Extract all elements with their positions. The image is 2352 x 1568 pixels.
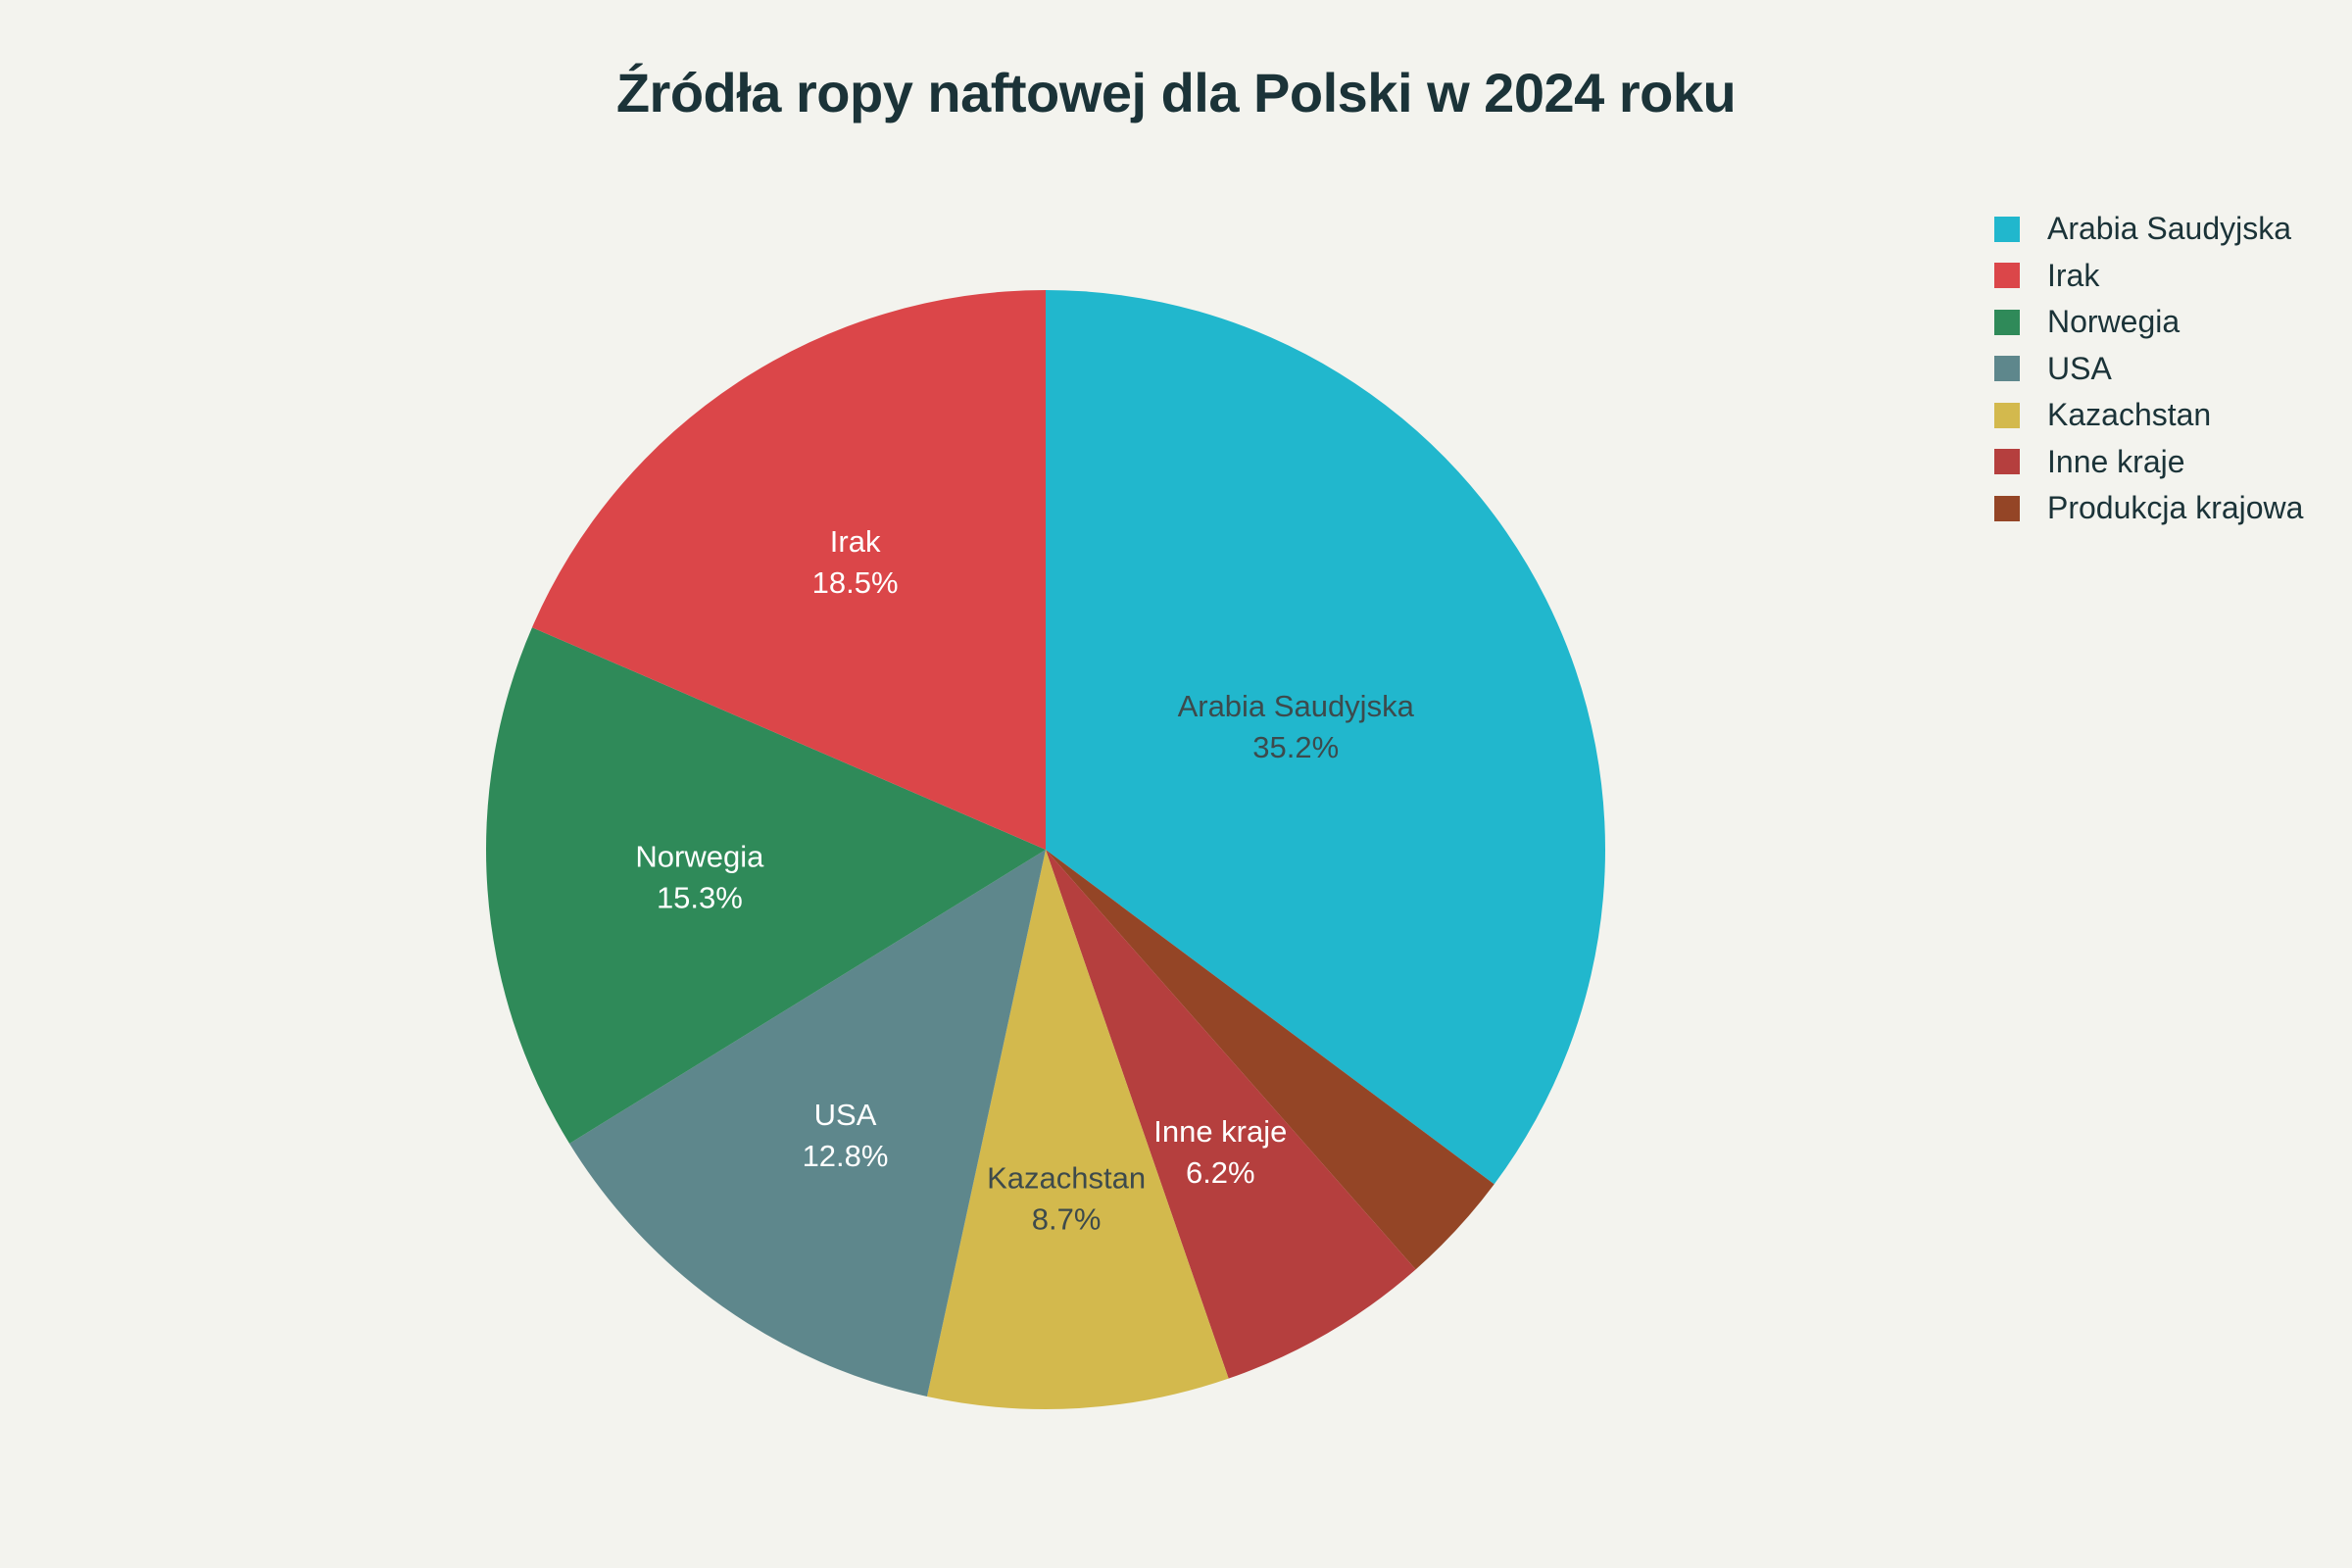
slice-label-inne-kraje: Inne kraje [1153, 1114, 1287, 1149]
legend-item-arabia-saudyjska[interactable]: Arabia Saudyjska [1994, 206, 2303, 253]
slice-label-kazachstan: Kazachstan [987, 1160, 1146, 1195]
legend-label: Norwegia [2047, 304, 2180, 340]
slice-label-arabia-saudyjska: Arabia Saudyjska [1178, 689, 1415, 723]
slice-value-arabia-saudyjska: 35.2% [1252, 730, 1339, 764]
legend-swatch [1994, 402, 2020, 428]
legend-swatch [1994, 263, 2020, 289]
legend-item-usa[interactable]: USA [1994, 346, 2303, 393]
slice-label-irak: Irak [830, 524, 881, 559]
slice-value-norwegia: 15.3% [657, 881, 743, 915]
legend-item-norwegia[interactable]: Norwegia [1994, 299, 2303, 346]
legend-label: USA [2047, 350, 2112, 386]
legend-swatch [1994, 495, 2020, 521]
pie-slice-norwegia[interactable] [485, 627, 1046, 1144]
slice-value-inne-kraje: 6.2% [1186, 1155, 1255, 1190]
legend: Arabia Saudyjska Irak Norwegia USA Kazachsta… [1994, 206, 2303, 532]
slice-value-irak: 18.5% [812, 565, 899, 600]
legend-label: Irak [2047, 257, 2100, 293]
legend-swatch [1994, 216, 2020, 242]
slice-value-kazachstan: 8.7% [1032, 1201, 1102, 1236]
pie-slice-usa[interactable] [569, 850, 1046, 1397]
pie-slice-kazachstan[interactable] [926, 850, 1229, 1409]
pie-slice-irak[interactable] [531, 289, 1046, 850]
chart-title: Źródła ropy naftowej dla Polski w 2024 r… [615, 62, 1737, 123]
pie-slice-arabia-saudyjska[interactable] [1046, 290, 1605, 1185]
legend-item-kazachstan[interactable]: Kazachstan [1994, 392, 2303, 439]
legend-swatch [1994, 449, 2020, 475]
legend-item-inne-kraje[interactable]: Inne kraje [1994, 439, 2303, 486]
legend-label: Kazachstan [2047, 397, 2212, 433]
legend-item-produkcja-krajowa[interactable]: Produkcja krajowa [1994, 485, 2303, 532]
legend-swatch [1994, 356, 2020, 382]
legend-swatch [1994, 309, 2020, 335]
pie-slice-produkcja-krajowa[interactable] [1046, 850, 1494, 1270]
legend-label: Inne kraje [2047, 443, 2185, 479]
pie-slice-inne-kraje[interactable] [1046, 850, 1416, 1379]
slice-label-norwegia: Norwegia [635, 840, 764, 874]
slice-label-usa: USA [814, 1098, 877, 1132]
legend-label: Arabia Saudyjska [2047, 211, 2292, 247]
legend-item-irak[interactable]: Irak [1994, 253, 2303, 300]
slice-value-usa: 12.8% [803, 1139, 889, 1173]
legend-label: Produkcja krajowa [2047, 490, 2304, 526]
